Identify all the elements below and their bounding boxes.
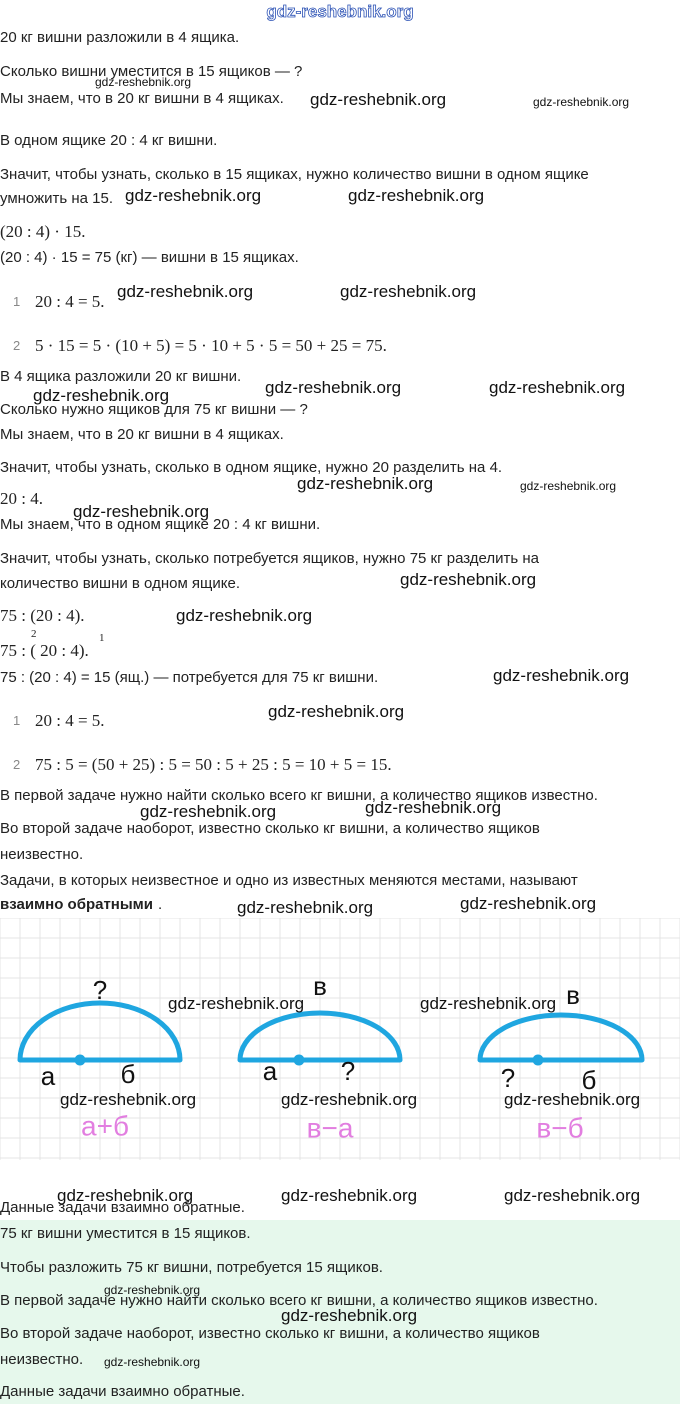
watermark: gdz-reshebnik.org xyxy=(493,666,630,685)
watermark: gdz-reshebnik.org xyxy=(281,1306,418,1325)
arc xyxy=(477,1012,645,1063)
watermark: gdz-reshebnik.org xyxy=(365,798,502,817)
answer-line: В первой задаче нужно найти сколько всег… xyxy=(0,1292,598,1309)
watermark: gdz-reshebnik.org xyxy=(420,994,557,1013)
text-line: неизвестно. xyxy=(0,846,84,863)
text-line: Мы знаем, что в 20 кг вишни в 4 ящиках. xyxy=(0,426,284,443)
dot xyxy=(532,1054,544,1066)
watermark: gdz-reshebnik.org xyxy=(520,479,617,493)
text-line: умножить на 15. xyxy=(0,190,114,207)
text-line: 20 кг вишни разложили в 4 ящика. xyxy=(0,29,240,46)
watermark: gdz-reshebnik.org xyxy=(281,1090,418,1109)
watermark: gdz-reshebnik.org xyxy=(265,378,402,397)
text-line: количество вишни в одном ящике. xyxy=(0,575,241,592)
watermark: gdz-reshebnik.org xyxy=(104,1355,201,1369)
dot xyxy=(74,1054,86,1066)
watermark: gdz-reshebnik.org xyxy=(340,282,477,301)
watermark: gdz-reshebnik.org xyxy=(460,894,597,913)
watermark: gdz-reshebnik.org xyxy=(104,1283,201,1297)
watermark: gdz-reshebnik.org xyxy=(533,95,630,109)
watermark: gdz-reshebnik.org xyxy=(281,1186,418,1205)
text-line: 75 : ( 20 : 4). xyxy=(0,641,89,660)
text-line: 75 : (20 : 4). xyxy=(0,606,85,625)
text-line: Задачи, в которых неизвестное и одно из … xyxy=(0,872,578,889)
formula: в−б xyxy=(536,1112,583,1143)
formula: в−а xyxy=(307,1112,354,1143)
text-line: Сколько нужно ящиков для 75 кг вишни — ? xyxy=(0,401,308,418)
answer-line: Данные задачи взаимно обратные. xyxy=(0,1383,245,1400)
diagram-label: б xyxy=(582,1065,597,1095)
diagram: ? а б а+б в а ? в−а в? б в−б xyxy=(0,918,680,1160)
text-line: 2 xyxy=(13,338,21,353)
watermark: gdz-reshebnik.org xyxy=(489,378,626,397)
text-line: Значит, чтобы узнать, сколько в 15 ящика… xyxy=(0,166,589,183)
answer-box xyxy=(0,1220,680,1404)
text-line: Значит, чтобы узнать, сколько потребуетс… xyxy=(0,550,540,567)
watermark: gdz-reshebnik.org xyxy=(33,386,170,405)
text-line: 2 xyxy=(31,628,37,640)
diagram-label: б xyxy=(121,1059,136,1089)
watermark: gdz-reshebnik.org xyxy=(60,1090,197,1109)
text-line: В одном ящике 20 : 4 кг вишни. xyxy=(0,132,218,149)
text-line: взаимно обратными xyxy=(0,896,153,913)
watermark: gdz-reshebnik.org xyxy=(125,186,262,205)
text-line: 20 : 4 = 5. xyxy=(35,292,105,311)
text-line: 75 : (20 : 4) = 15 (ящ.) — потребуется д… xyxy=(0,669,379,686)
diagram-label: ? xyxy=(501,1063,515,1093)
watermark: gdz-reshebnik.org xyxy=(140,802,277,821)
text-line: 2 xyxy=(13,757,21,772)
text-line: Значит, чтобы узнать, сколько в одном ящ… xyxy=(0,459,503,476)
watermark: gdz-reshebnik.org xyxy=(400,570,537,589)
watermark: gdz-reshebnik.org xyxy=(117,282,254,301)
text-line: Сколько вишни уместится в 15 ящиков — ? xyxy=(0,63,303,80)
diagram-label: а xyxy=(41,1061,56,1091)
dot xyxy=(293,1054,305,1066)
text-line: 1 xyxy=(13,713,21,728)
text-line: 1 xyxy=(13,294,21,309)
diagram-label: ? xyxy=(341,1056,355,1086)
text-line: В первой задаче нужно найти сколько всег… xyxy=(0,787,598,804)
watermark: gdz-reshebnik.org xyxy=(504,1186,641,1205)
header-watermark: gdz-reshebnik.org xyxy=(266,2,414,22)
text-line: Мы знаем, что в 20 кг вишни в 4 ящиках. xyxy=(0,90,284,107)
arc xyxy=(237,1010,403,1063)
watermark: gdz-reshebnik.org xyxy=(310,90,447,109)
watermark: gdz-reshebnik.org xyxy=(504,1090,641,1109)
diagram-label: в xyxy=(313,971,327,1001)
watermark: gdz-reshebnik.org xyxy=(268,702,405,721)
text-line: . xyxy=(158,896,163,913)
text-line: (20 : 4) · 15. xyxy=(0,222,86,241)
text-line: 75 : 5 = (50 + 25) : 5 = 50 : 5 + 25 : 5… xyxy=(35,755,392,774)
watermark: gdz-reshebnik.org xyxy=(95,75,192,89)
text-line: В 4 ящика разложили 20 кг вишни. xyxy=(0,368,242,385)
watermark: gdz-reshebnik.org xyxy=(237,898,374,917)
text-line: Во второй задаче наоборот, известно скол… xyxy=(0,820,540,837)
diagram-label: а xyxy=(263,1056,278,1086)
watermark: gdz-reshebnik.org xyxy=(297,474,434,493)
text-line: 1 xyxy=(99,632,105,644)
answer-line: Чтобы разложить 75 кг вишни, потребуется… xyxy=(0,1259,383,1276)
answer-line: неизвестно. xyxy=(0,1351,84,1368)
diagram-label: в xyxy=(566,980,580,1010)
text-line: 5 · 15 = 5 · (10 + 5) = 5 · 10 + 5 · 5 =… xyxy=(35,336,387,355)
text-line: Данные задачи взаимно обратные. xyxy=(0,1199,245,1216)
answer-line: Во второй задаче наоборот, известно скол… xyxy=(0,1325,540,1342)
watermark: gdz-reshebnik.org xyxy=(57,1186,194,1205)
watermark: gdz-reshebnik.org xyxy=(73,502,210,521)
watermark: gdz-reshebnik.org xyxy=(168,994,305,1013)
arc xyxy=(17,1000,183,1063)
text-line: (20 : 4) · 15 = 75 (кг) — вишни в 15 ящи… xyxy=(0,249,299,266)
answer-line: 75 кг вишни уместится в 15 ящиков. xyxy=(0,1225,251,1242)
formula: а+б xyxy=(81,1110,129,1141)
watermark: gdz-reshebnik.org xyxy=(176,606,313,625)
diagram-label: ? xyxy=(93,975,107,1005)
watermark: gdz-reshebnik.org xyxy=(348,186,485,205)
text-line: 20 : 4 = 5. xyxy=(35,711,105,730)
text-line: 20 : 4. xyxy=(0,489,43,508)
text-line: Мы знаем, что в одном ящике 20 : 4 кг ви… xyxy=(0,516,321,533)
